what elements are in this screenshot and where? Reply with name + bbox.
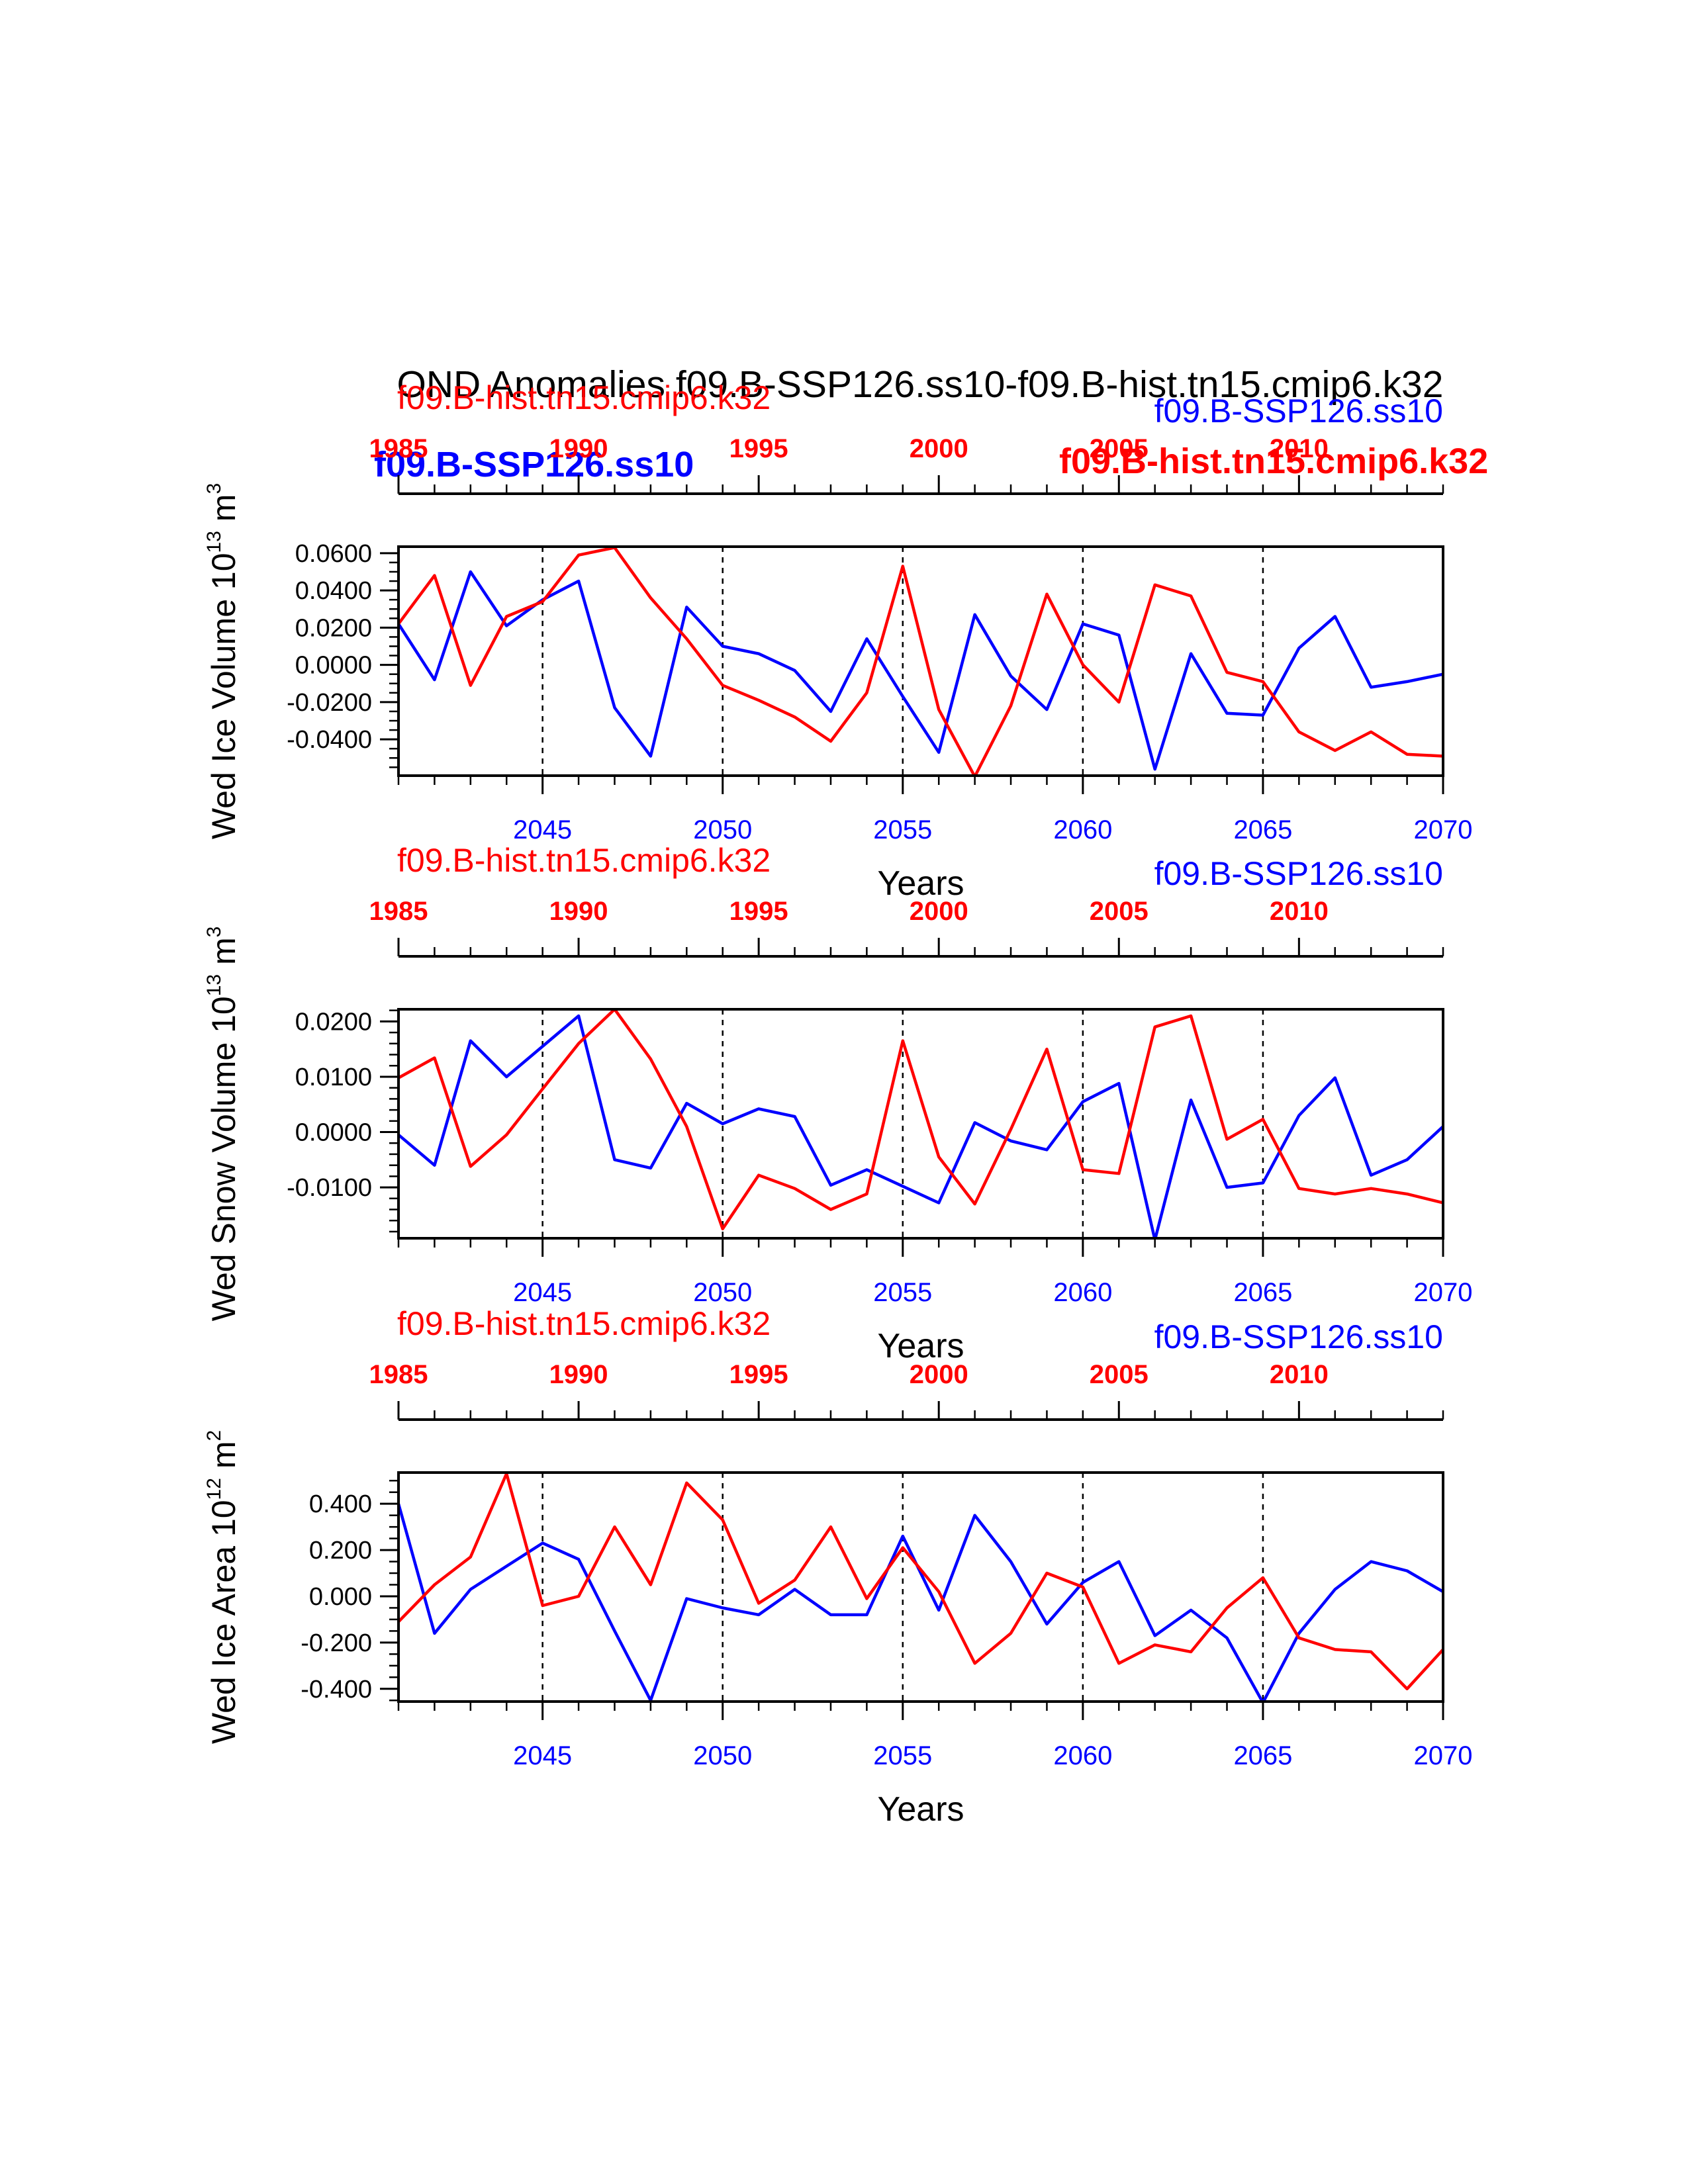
y-axis-title: Wed Ice Area 1012 m2	[203, 1430, 242, 1744]
series-label-hist: f09.B-hist.tn15.cmip6.k32	[397, 842, 771, 879]
series-line-hist	[399, 1473, 1443, 1691]
x-tick-label-bottom: 2060	[1053, 1278, 1112, 1307]
x-tick-label-top: 1985	[369, 1360, 428, 1389]
series-label-hist: f09.B-hist.tn15.cmip6.k32	[397, 1305, 771, 1342]
y-axis-title-exp: 13	[203, 531, 225, 553]
series-label-ssp: f09.B-SSP126.ss10	[1154, 1318, 1443, 1355]
series-line-hist	[399, 547, 1443, 776]
y-axis-title-unit-exp: 2	[203, 1430, 225, 1441]
x-tick-label-top: 1990	[549, 434, 608, 463]
x-tick-label-bottom: 2055	[873, 1741, 932, 1770]
x-tick-label-bottom: 2065	[1233, 1278, 1292, 1307]
y-tick-label: 0.0000	[295, 652, 372, 680]
y-axis-title-main: Wed Snow Volume 10	[205, 996, 242, 1321]
panels: -0.0400-0.02000.00000.02000.04000.060020…	[203, 379, 1472, 1829]
overlay-label-hist: f09.B-hist.tn15.cmip6.k32	[1059, 441, 1488, 481]
x-tick-label-bottom: 2070	[1414, 815, 1473, 844]
y-axis-title-unit-exp: 3	[203, 927, 225, 938]
y-tick-label: 0.000	[309, 1583, 372, 1611]
series-line-hist	[399, 1009, 1443, 1231]
series-label-ssp: f09.B-SSP126.ss10	[1154, 392, 1443, 430]
y-tick-label: 0.400	[309, 1490, 372, 1518]
x-tick-label-top: 1995	[729, 1360, 788, 1389]
series-line-ssp	[399, 1014, 1443, 1238]
y-axis-title: Wed Snow Volume 1013 m3	[203, 927, 242, 1322]
overlay-label-ssp: f09.B-SSP126.ss10	[374, 445, 694, 484]
x-tick-label-bottom: 2060	[1053, 1741, 1112, 1770]
x-tick-label-bottom: 2050	[693, 1278, 752, 1307]
y-axis-title-main: Wed Ice Area 10	[205, 1500, 242, 1744]
x-axis-title: Years	[877, 864, 964, 903]
x-tick-label-top: 2010	[1270, 1360, 1329, 1389]
x-tick-label-bottom: 2070	[1414, 1741, 1473, 1770]
y-tick-label: 0.0600	[295, 540, 372, 568]
x-tick-label-top: 2010	[1270, 897, 1329, 926]
plot-frame	[397, 1008, 1444, 1240]
panel-2: -0.0100 0.0000 0.0100 0.0200 2045 2050 2055 206…	[203, 842, 1472, 1365]
x-tick-label-top: 2005	[1090, 897, 1149, 926]
x-tick-label-bottom: 2065	[1233, 1741, 1292, 1770]
x-tick-label-bottom: 2065	[1233, 815, 1292, 844]
y-axis-title-unit: m	[205, 494, 242, 531]
y-tick-label: -0.200	[301, 1629, 372, 1657]
y-tick-label: 0.0100	[295, 1064, 372, 1091]
x-tick-label-bottom: 2070	[1414, 1278, 1473, 1307]
x-tick-label-bottom: 2055	[873, 1278, 932, 1307]
y-axis-title-unit: m	[205, 1441, 242, 1479]
y-axis-title-unit-exp: 3	[203, 483, 225, 494]
x-tick-label-top: 1985	[369, 434, 428, 463]
plot-frame	[397, 545, 1444, 777]
x-tick-label-top: 2000	[910, 1360, 968, 1389]
x-tick-label-top: 1985	[369, 897, 428, 926]
y-tick-label: 0.0400	[295, 577, 372, 605]
y-tick-label: -0.0200	[287, 689, 372, 717]
x-tick-label-top: 1990	[549, 1360, 608, 1389]
x-tick-label-bottom: 2050	[693, 815, 752, 844]
panel-1: -0.0400 -0.0200 0.0000 0.0200 0.0400 0.0600 20…	[203, 379, 1472, 903]
x-tick-label-top: 2005	[1090, 434, 1149, 463]
x-tick-label-top: 1990	[549, 897, 608, 926]
x-tick-label-bottom: 2060	[1053, 815, 1112, 844]
y-axis-title-exp: 13	[203, 974, 225, 996]
figure-title: OND Anomalies f09.B-SSP126.ss10-f09.B-hi…	[397, 363, 1444, 406]
x-axis-title: Years	[877, 1327, 964, 1365]
y-axis-title: Wed Ice Volume 1013 m3	[203, 483, 242, 839]
x-tick-label-top: 1995	[729, 897, 788, 926]
y-tick-label: 0.0200	[295, 614, 372, 642]
y-tick-label: -0.0100	[287, 1174, 372, 1202]
x-tick-label-bottom: 2055	[873, 815, 932, 844]
x-tick-label-bottom: 2045	[513, 815, 572, 844]
x-tick-label-top: 2005	[1090, 1360, 1149, 1389]
x-tick-label-bottom: 2050	[693, 1741, 752, 1770]
x-tick-label-bottom: 2045	[513, 1741, 572, 1770]
y-tick-label: 0.0000	[295, 1119, 372, 1147]
plot-frame	[397, 1471, 1444, 1703]
series-line-ssp	[399, 570, 1443, 771]
y-axis-title-unit: m	[205, 937, 242, 974]
y-axis-title-exp: 12	[203, 1478, 225, 1500]
x-tick-label-top: 2000	[910, 897, 968, 926]
series-label-ssp: f09.B-SSP126.ss10	[1154, 855, 1443, 892]
x-tick-label-top: 2010	[1270, 434, 1329, 463]
y-tick-label: -0.400	[301, 1676, 372, 1704]
series-line-ssp	[399, 1503, 1443, 1702]
y-tick-label: 0.0200	[295, 1008, 372, 1036]
y-axis-title-main: Wed Ice Volume 10	[205, 553, 242, 839]
series-label-hist: f09.B-hist.tn15.cmip6.k32	[397, 379, 771, 416]
y-tick-label: -0.0400	[287, 726, 372, 754]
x-tick-label-top: 1995	[729, 434, 788, 463]
x-tick-label-top: 2000	[910, 434, 968, 463]
x-axis-title: Years	[877, 1790, 964, 1829]
panel-3: -0.400 -0.200 0.000 0.200 0.400 2045 2050 2055 2…	[203, 1305, 1472, 1829]
x-tick-label-bottom: 2045	[513, 1278, 572, 1307]
y-tick-label: 0.200	[309, 1537, 372, 1565]
